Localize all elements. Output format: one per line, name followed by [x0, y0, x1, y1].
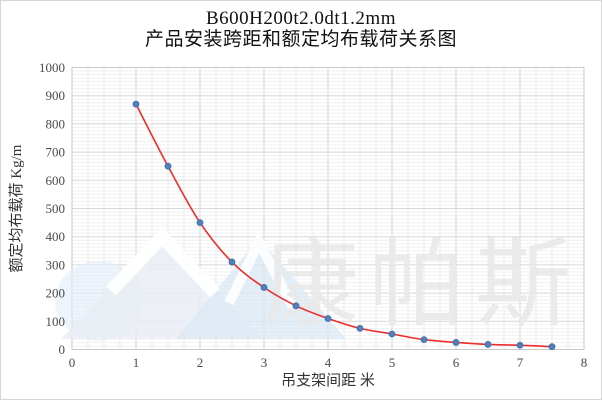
x-axis-title: 吊支架间距 米 [281, 372, 375, 389]
data-point [164, 162, 172, 170]
chart-title: B600H200t2.0dt1.2mm 产品安装跨距和额定均布载荷关系图 [1, 8, 601, 50]
data-point [548, 343, 556, 351]
watermark-logo-chevron-icon [106, 227, 220, 298]
y-tick-label: 900 [46, 88, 66, 103]
y-tick-label: 600 [46, 173, 66, 188]
y-tick-label: 100 [46, 314, 66, 329]
data-point [388, 330, 396, 338]
x-tick-label: 7 [517, 355, 524, 370]
data-point [324, 315, 332, 322]
data-point [260, 284, 268, 291]
x-tick-label: 6 [453, 355, 460, 370]
y-axis-title: 额定均布载荷 Kg/m [8, 144, 25, 272]
x-tick-label: 0 [69, 355, 76, 370]
data-point [484, 341, 492, 348]
x-tick-label: 4 [325, 355, 332, 370]
y-tick-label: 1000 [39, 60, 65, 75]
y-tick-label: 500 [46, 201, 66, 216]
y-tick-label: 700 [46, 145, 66, 160]
x-tick-label: 3 [261, 355, 268, 370]
data-point [132, 100, 140, 108]
x-tick-label: 5 [389, 355, 396, 370]
y-tick-label: 400 [46, 229, 66, 244]
y-tick-label: 300 [46, 257, 66, 272]
y-tick-label: 200 [46, 286, 66, 301]
y-tick-label: 0 [59, 342, 66, 357]
y-tick-label: 800 [46, 116, 66, 131]
data-point [356, 324, 364, 332]
chart-title-line2: 产品安装跨距和额定均布载荷关系图 [144, 29, 457, 50]
data-point [228, 258, 236, 266]
data-point [452, 339, 460, 346]
x-tick-label: 2 [197, 355, 204, 370]
data-point [292, 302, 300, 310]
watermark: 康帕斯 [55, 227, 581, 341]
data-point [420, 336, 428, 344]
x-tick-label: 8 [581, 355, 588, 370]
x-tick-label: 1 [133, 355, 140, 370]
watermark-text: 康帕斯 [263, 231, 581, 338]
watermark-logo-chevron-icon [224, 230, 298, 310]
plot-border [71, 67, 585, 350]
chart-title-line1: B600H200t2.0dt1.2mm [205, 8, 396, 29]
data-point [516, 341, 524, 349]
data-point [196, 219, 204, 227]
